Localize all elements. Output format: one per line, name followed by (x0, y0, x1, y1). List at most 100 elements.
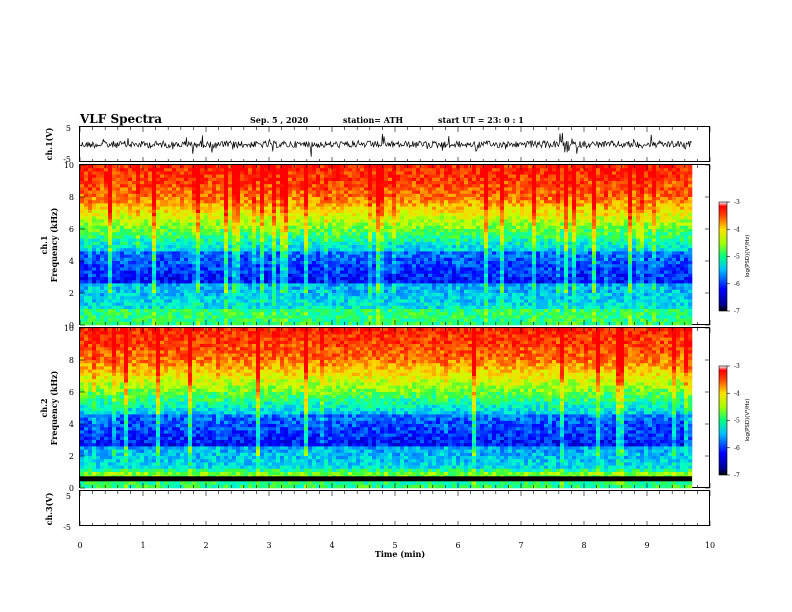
spectrogram-cell (572, 238, 577, 243)
spectrogram-cell (240, 229, 245, 233)
spectrogram-cell (560, 245, 565, 249)
spectrogram-cell (392, 245, 397, 249)
spectrogram-cell (528, 197, 533, 201)
spectrogram-cell (312, 190, 317, 195)
spectrogram-cell (360, 264, 365, 268)
spectrogram-cell (676, 245, 681, 249)
spectrogram-cell (384, 213, 389, 217)
spectrogram-cell (584, 165, 589, 169)
spectrogram-cell (356, 168, 361, 172)
spectrogram-cell (120, 193, 125, 198)
spectrogram-cell (416, 264, 421, 268)
spectrogram-cell (684, 235, 689, 239)
spectrogram-cell (196, 171, 201, 175)
spectrogram-cell (208, 206, 213, 211)
spectrogram-cell (376, 213, 381, 217)
spectrogram-cell (248, 257, 253, 262)
spectrogram-cell (476, 213, 481, 217)
spectrogram-cell (304, 168, 309, 172)
spectrogram-cell (604, 206, 609, 211)
spectrogram-cell (116, 261, 121, 265)
spectrogram-cell (252, 209, 257, 214)
spectrogram-cell (136, 187, 141, 191)
spectrogram-cell (488, 206, 493, 211)
spectrogram-cell (520, 219, 525, 223)
spectrogram-cell (84, 193, 89, 198)
spectrogram-cell (392, 203, 397, 207)
spectrogram-cell (340, 232, 345, 236)
spectrogram-cell (80, 174, 85, 179)
spectrogram-cell (128, 238, 133, 243)
spectrogram-cell (364, 241, 369, 246)
spectrogram-cell (252, 257, 257, 262)
spectrogram-cell (604, 174, 609, 179)
spectrogram-cell (196, 165, 201, 169)
spectrogram-cell (128, 241, 133, 246)
spectrogram-cell (156, 261, 161, 265)
spectrogram-cell (556, 190, 561, 195)
spectrogram-cell (180, 181, 185, 185)
spectrogram-cell (596, 206, 601, 211)
spectrogram-cell (516, 245, 521, 249)
spectrogram-cell (148, 229, 153, 233)
spectrogram-cell (320, 216, 325, 220)
spectrogram-cell (516, 174, 521, 179)
spectrogram-cell (188, 209, 193, 214)
spectrogram-cell (380, 222, 385, 227)
spectrogram-cell (268, 251, 273, 255)
spectrogram-cell (240, 235, 245, 239)
spectrogram-cell (88, 264, 93, 268)
spectrogram-cell (96, 168, 101, 172)
spectrogram-cell (416, 251, 421, 255)
spectrogram-cell (96, 177, 101, 182)
spectrogram-cell (432, 165, 437, 169)
spectrogram-cell (372, 225, 377, 230)
spectrogram-cell (140, 219, 145, 223)
spectrogram-cell (164, 174, 169, 179)
spectrogram-cell (536, 222, 541, 227)
spectrogram-cell (312, 238, 317, 243)
spectrogram-cell (144, 222, 149, 227)
spectrogram-cell (532, 232, 537, 236)
spectrogram-cell (152, 200, 157, 204)
spectrogram-cell (260, 193, 265, 198)
spectrogram-cell (680, 216, 685, 220)
spectrogram-cell (564, 261, 569, 265)
spectrogram-cell (680, 190, 685, 195)
spectrogram-cell (560, 216, 565, 220)
spectrogram-cell (192, 168, 197, 172)
spectrogram-cell (664, 225, 669, 230)
spectrogram-cell (160, 254, 165, 259)
spectrogram-cell (100, 254, 105, 259)
spectrogram-cell (428, 216, 433, 220)
spectrogram-cell (252, 248, 257, 252)
spectrogram-cell (628, 257, 633, 262)
spectrogram-cell (488, 200, 493, 204)
spectrogram-cell (688, 235, 693, 239)
spectrogram-cell (348, 184, 353, 188)
spectrogram-cell (520, 241, 525, 246)
spectrogram-cell (384, 187, 389, 191)
spectrogram-cell (228, 206, 233, 211)
spectrogram-cell (540, 264, 545, 268)
spectrogram-cell (280, 165, 285, 169)
spectrogram-cell (420, 200, 425, 204)
spectrogram-cell (160, 190, 165, 195)
spectrogram-cell (160, 197, 165, 201)
spectrogram-cell (384, 190, 389, 195)
spectrogram-cell (652, 213, 657, 217)
spectrogram-cell (436, 206, 441, 211)
spectrogram-cell (648, 181, 653, 185)
spectrogram-cell (500, 238, 505, 243)
spectrogram-cell (136, 209, 141, 214)
spectrogram-cell (120, 225, 125, 230)
spectrogram-cell (228, 248, 233, 252)
spectrogram-cell (356, 174, 361, 179)
spectrogram-cell (528, 213, 533, 217)
spectrogram-cell (252, 197, 257, 201)
spectrogram-cell (232, 165, 237, 169)
spectrogram-cell (424, 254, 429, 259)
spectrogram-cell (580, 177, 585, 182)
spectrogram-cell (360, 225, 365, 230)
spectrogram-cell (412, 174, 417, 179)
